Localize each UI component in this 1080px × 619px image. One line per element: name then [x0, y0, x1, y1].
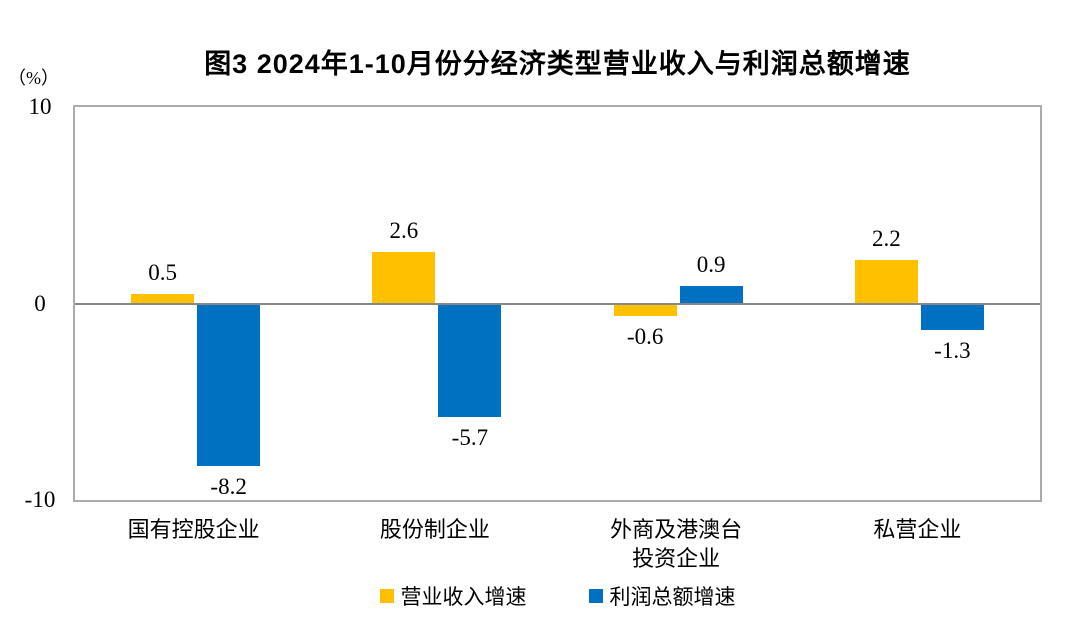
bar-value-label: 0.5 [148, 259, 177, 285]
x-category-label: 股份制企业 [379, 517, 490, 542]
y-axis-unit-label: （%） [8, 68, 59, 88]
bar-value-label: 2.6 [389, 218, 419, 244]
plot-area: 0.5 2.6 -0.6 2.2 -8.2 -5.7 0.9 -1.3 [73, 105, 1042, 502]
bar-value-label: -5.7 [451, 424, 489, 450]
legend-label: 营业收入增速 [400, 585, 527, 609]
legend: 营业收入增速 利润总额增速 [73, 581, 1042, 611]
x-category-label: 国有控股企业 [127, 517, 260, 542]
chart-title: 图3 2024年1-10月份分经济类型营业收入与利润总额增速 [204, 49, 911, 79]
x-axis-labels: 国有控股企业 股份制企业 外商及港澳台 投资企业 私营企业 [73, 515, 1042, 577]
bar [854, 260, 918, 304]
bar [197, 304, 261, 466]
bar-value-label: -0.6 [626, 324, 664, 350]
bar-value-label: 0.9 [696, 251, 726, 277]
x-category-label: 私营企业 [873, 517, 962, 542]
y-tick-label: 0 [34, 290, 46, 316]
y-tick-label: 10 [28, 94, 52, 119]
legend-item: 利润总额增速 [588, 581, 736, 611]
bar [613, 304, 677, 317]
bar-value-label: 2.2 [872, 226, 901, 252]
y-axis: 10 0 -10 [0, 0, 80, 619]
bar-value-label: -8.2 [210, 473, 247, 499]
y-tick-label: -10 [24, 487, 56, 512]
bar [679, 285, 743, 304]
bar [438, 304, 502, 417]
legend-item: 营业收入增速 [379, 581, 527, 611]
legend-swatch-icon [588, 589, 603, 603]
x-category-label: 外商及港澳台 投资企业 [610, 517, 743, 571]
zero-axis-line [75, 302, 1040, 305]
bar [131, 293, 195, 304]
bar-value-label: -1.3 [934, 338, 971, 364]
bar [372, 252, 436, 304]
bar [920, 304, 984, 331]
legend-label: 利润总额增速 [609, 585, 736, 609]
legend-swatch-icon [379, 589, 394, 603]
